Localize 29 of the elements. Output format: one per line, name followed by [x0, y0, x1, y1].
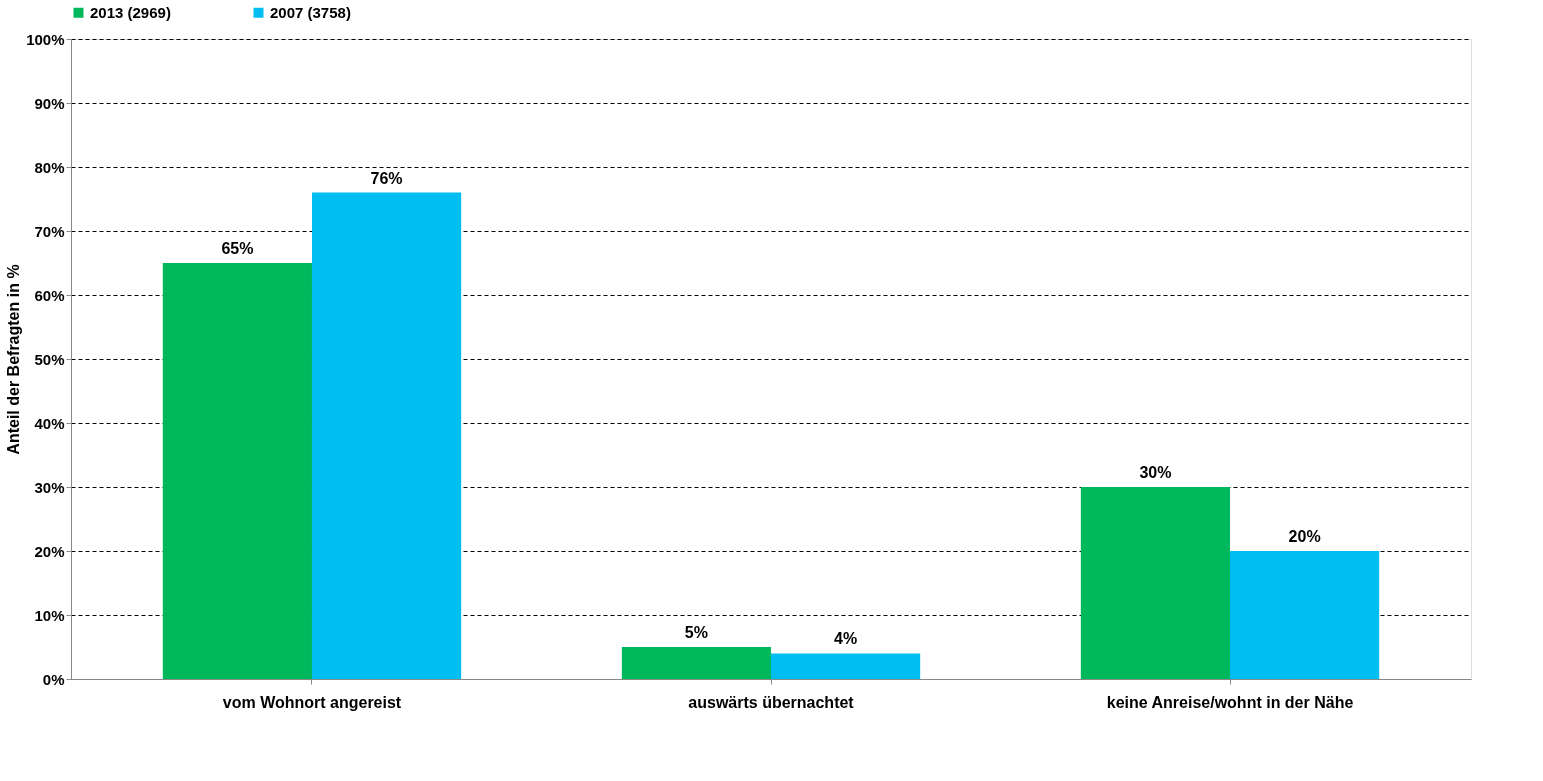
y-tick-label: 10% — [34, 606, 65, 624]
y-tick-label: 60% — [34, 286, 65, 304]
y-tick-label: 40% — [34, 414, 65, 432]
data-label: 65% — [221, 240, 254, 257]
y-tick-label: 50% — [34, 350, 65, 368]
data-label: 5% — [684, 624, 708, 641]
data-label: 20% — [1288, 528, 1321, 545]
y-axis-title: Anteil der Befragten in % — [5, 264, 23, 455]
data-label: 30% — [1139, 464, 1172, 481]
data-label: 4% — [834, 630, 858, 648]
y-tick-label: 0% — [42, 670, 65, 688]
y-tick-label: 70% — [34, 222, 65, 240]
y-tick-label: 90% — [34, 94, 65, 112]
x-tick-label: keine Anreise/wohnt in der Nähe — [1106, 693, 1354, 711]
bar — [1080, 487, 1231, 679]
y-tick-label: 30% — [34, 478, 65, 496]
y-tick-label: 100% — [26, 30, 65, 48]
x-tick-label: vom Wohnort angereist — [222, 693, 402, 711]
bar — [311, 192, 462, 679]
y-tick-label: 80% — [34, 158, 65, 176]
bar — [771, 653, 921, 679]
legend-label: 2007 (3758) — [270, 3, 351, 21]
x-tick-label: auswärts übernachtet — [688, 693, 855, 711]
bar — [621, 647, 771, 679]
legend-label: 2013 (2969) — [90, 3, 171, 21]
data-label: 76% — [370, 169, 403, 187]
y-tick-label: 20% — [34, 542, 65, 560]
bar — [1230, 551, 1380, 679]
bar — [162, 263, 312, 679]
